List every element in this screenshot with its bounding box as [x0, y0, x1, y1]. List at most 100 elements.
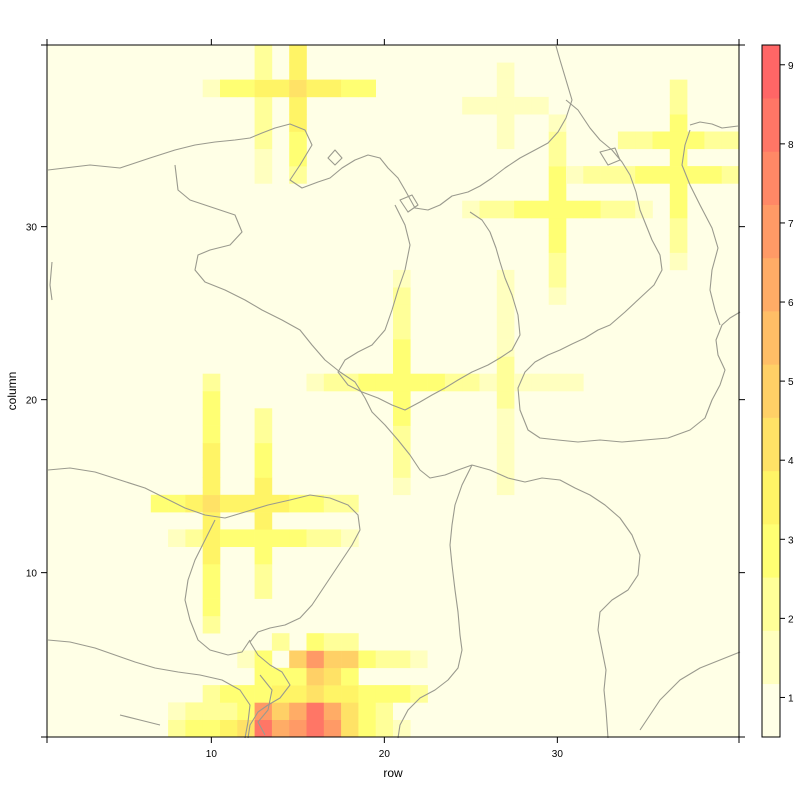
heatmap-cell [289, 45, 307, 63]
coastline-far-east [681, 121, 739, 326]
heatmap-cell [271, 719, 290, 738]
heatmap-cell [323, 633, 342, 651]
heatmap-cell [583, 166, 601, 184]
heatmap-cell [566, 96, 584, 115]
heatmap-cell [323, 702, 342, 720]
heatmap-cell [496, 442, 515, 461]
colorbar-swatch [762, 311, 780, 365]
heatmap-cell [220, 650, 238, 669]
colorbar-tick-label: 4 [788, 456, 794, 467]
heatmap-cell [393, 425, 411, 444]
heatmap-cell [496, 460, 515, 478]
heatmap-cell [410, 373, 428, 392]
heatmap-cell [358, 650, 376, 669]
border-central [337, 204, 521, 411]
heatmap-cell [393, 702, 411, 720]
heatmap-cell [375, 719, 394, 738]
heatmap-cell [669, 114, 688, 132]
heatmap-cell [531, 96, 549, 115]
heatmap-cell [237, 650, 255, 669]
heatmap-cell [669, 218, 688, 236]
heatmap-cell [358, 702, 376, 720]
colorbar-border [761, 44, 781, 738]
heatmap-cell [341, 529, 359, 547]
heatmap-cell [306, 373, 325, 392]
heatmap-cell [323, 79, 342, 98]
heatmap-cell [289, 702, 307, 720]
heatmap-cell [444, 650, 463, 669]
heatmap-cell [341, 79, 359, 98]
heatmap-cell [323, 494, 342, 513]
heatmap-cell [341, 494, 359, 513]
heatmap-cell [496, 62, 515, 80]
x-tick-label: 20 [379, 749, 391, 760]
heatmap-cell [202, 719, 221, 738]
heatmap-cell [202, 477, 221, 496]
heatmap-cell [254, 442, 273, 461]
heatmap-cell [358, 719, 376, 738]
heatmap-cell [566, 200, 584, 219]
border-west [174, 164, 473, 479]
heatmap-cell [479, 512, 498, 530]
heatmap-cell [341, 702, 359, 720]
heatmap-cell [289, 667, 307, 686]
heatmap-cell [254, 546, 273, 565]
heatmap-cell [393, 373, 411, 392]
heatmap-cell [496, 391, 515, 409]
heatmap-cell [358, 685, 376, 703]
heatmap-cell [479, 96, 498, 115]
heatmap-cell [635, 166, 653, 184]
heatmap-cell [410, 650, 428, 669]
heatmap-cell [220, 685, 238, 703]
heatmap-cell [393, 685, 411, 703]
heatmap-cell [254, 494, 273, 513]
heatmap-cell [168, 529, 186, 547]
heatmap-cell [254, 685, 273, 703]
heatmap-cell [185, 529, 203, 547]
heatmap-cell [254, 425, 273, 444]
heatmap-cell [202, 581, 221, 599]
heatmap-cell [496, 45, 515, 63]
heatmap-cell [496, 425, 515, 444]
heatmap-cell [254, 529, 273, 547]
heatmap-cell [479, 546, 498, 565]
heatmap-cell [393, 321, 411, 340]
heatmap-cell [323, 667, 342, 686]
heatmap-cell [254, 667, 273, 686]
heatmap-cell [271, 494, 290, 513]
heatmap-cell [323, 529, 342, 547]
heatmap-cell [444, 96, 463, 115]
heatmap-cell [393, 477, 411, 496]
heatmap-cell [202, 685, 221, 703]
heatmap-cell [375, 685, 394, 703]
colorbar-tick-label: 5 [788, 377, 794, 388]
heatmap-cell [427, 96, 446, 115]
heatmap-cell [566, 166, 584, 184]
heatmap-cell [306, 494, 325, 513]
heatmap-cell [548, 235, 567, 253]
colorbar-swatch [762, 630, 780, 685]
plot-frame [46, 44, 740, 738]
colorbar-swatch [762, 417, 780, 472]
heatmap-cell [289, 114, 307, 132]
heatmap-cell [306, 685, 325, 703]
colorbar-swatch [762, 151, 780, 205]
heatmap-cell [341, 373, 359, 392]
heatmap-cell [306, 719, 325, 738]
heatmap-cell [393, 356, 411, 374]
heatmap-cell [462, 200, 480, 219]
heatmap-cell [514, 96, 532, 115]
coastline-islands [49, 147, 741, 736]
heatmap-cell [652, 131, 671, 150]
heatmap-cell [393, 442, 411, 461]
heatmap-cell [617, 131, 636, 150]
heatmap-cell [254, 512, 273, 530]
heatmap-cell [548, 183, 567, 201]
heatmap-cell [254, 166, 273, 184]
heatmap-cell [289, 166, 307, 184]
heatmap-cell [202, 598, 221, 617]
heatmap-cell [220, 702, 238, 720]
heatmap-cell [289, 79, 307, 98]
heatmap-cell [375, 650, 394, 669]
x-tick-label: 10 [206, 749, 218, 760]
